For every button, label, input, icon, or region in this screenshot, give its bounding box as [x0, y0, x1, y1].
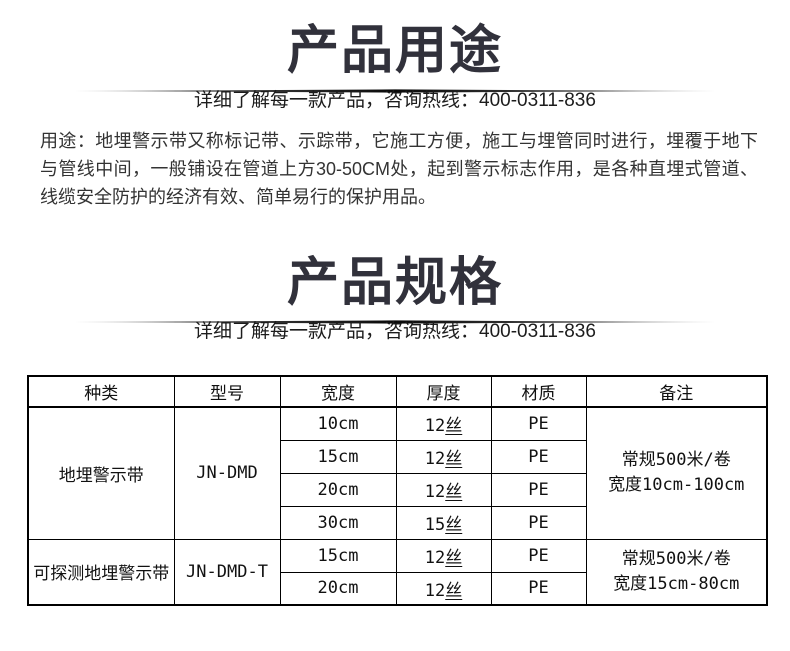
col-header-material: 材质 [490, 375, 587, 408]
note-line-2: 宽度15cm-80cm [613, 573, 740, 594]
col-header-note: 备注 [585, 375, 768, 408]
cell-width: 15cm [279, 439, 397, 474]
cell-width: 30cm [279, 505, 397, 540]
thickness-unit: 丝 [445, 416, 463, 437]
cell-thickness: 12丝 [395, 472, 492, 507]
usage-section-title: 产品用途 [286, 21, 503, 81]
thickness-unit: 丝 [445, 482, 463, 502]
thickness-value: 12 [424, 449, 446, 469]
table-row: 地埋警示带 JN-DMD 10cm 12丝 PE 常规500米/卷 宽度10cm… [27, 406, 768, 540]
col-header-thickness: 厚度 [395, 375, 492, 408]
note-line-1: 常规500米/卷 [621, 548, 731, 569]
usage-paragraph: 用途：地埋警示带又称标记带、示踪带，它施工方便，施工与埋管同时进行，埋覆于地下与… [40, 131, 758, 207]
cell-thickness: 12丝 [395, 538, 492, 573]
tapered-divider-line [73, 311, 717, 324]
thickness-unit: 丝 [445, 580, 463, 601]
table-row: 20cm 12丝 PE [28, 571, 767, 606]
thickness-value: 12 [424, 416, 446, 437]
thickness-unit: 丝 [445, 548, 463, 568]
specs-section-title: 产品规格 [286, 253, 503, 313]
cell-category: 可探测地埋警示带 [27, 538, 175, 606]
note-line-2: 宽度10cm-100cm [608, 475, 745, 496]
thickness-value: 12 [424, 548, 446, 568]
col-header-model: 型号 [173, 375, 281, 408]
cell-width: 10cm [279, 406, 397, 441]
cell-thickness: 12丝 [395, 406, 492, 441]
cell-thickness: 12丝 [395, 571, 492, 606]
cell-note: 常规500米/卷 宽度10cm-100cm [585, 406, 768, 540]
cell-material: PE [490, 439, 587, 474]
thickness-value: 12 [424, 482, 446, 502]
thickness-unit: 丝 [445, 515, 463, 535]
usage-hotline-text: 详细了解每一款产品，咨询热线：400-0311-836 [194, 90, 596, 111]
cell-material: PE [490, 406, 587, 441]
cell-width: 20cm [279, 571, 397, 606]
cell-model: JN-DMD-T [173, 538, 281, 606]
cell-model: JN-DMD [173, 406, 281, 540]
cell-note: 常规500米/卷 宽度15cm-80cm [585, 538, 768, 606]
table-row: 20cm 12丝 PE [28, 472, 767, 507]
col-header-category: 种类 [27, 375, 175, 408]
table-row: 可探测地埋警示带 JN-DMD-T 15cm 12丝 PE 常规500米/卷 宽… [27, 538, 768, 606]
note-line-1: 常规500米/卷 [621, 450, 731, 471]
cell-thickness: 15丝 [395, 505, 492, 540]
tapered-divider-line [73, 80, 717, 93]
cell-material: PE [490, 505, 587, 540]
cell-width: 20cm [279, 472, 397, 507]
cell-thickness: 12丝 [395, 439, 492, 474]
cell-width: 15cm [279, 538, 397, 573]
cell-material: PE [490, 571, 587, 606]
cell-material: PE [490, 472, 587, 507]
cell-material: PE [490, 538, 587, 573]
table-row: 30cm 15丝 PE [28, 505, 767, 540]
table-row: 15cm 12丝 PE [28, 439, 767, 474]
spec-table: 种类 型号 宽度 厚度 材质 备注 地埋警示带 JN-DMD 10cm 12丝 … [27, 375, 768, 606]
specs-hotline-text: 详细了解每一款产品，咨询热线：400-0311-836 [194, 321, 596, 342]
cell-category: 地埋警示带 [27, 406, 175, 540]
thickness-value: 15 [424, 515, 446, 535]
col-header-width: 宽度 [279, 375, 397, 408]
thickness-value: 12 [424, 580, 446, 601]
thickness-unit: 丝 [445, 449, 463, 469]
table-header-row: 种类 型号 宽度 厚度 材质 备注 [27, 375, 768, 408]
